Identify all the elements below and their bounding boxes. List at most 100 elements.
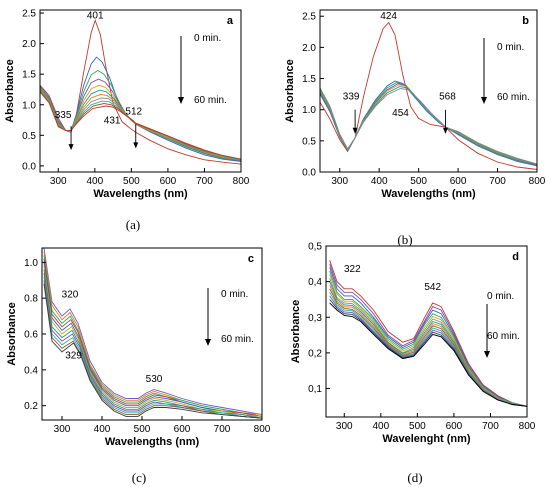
panel-letter: c bbox=[248, 253, 254, 265]
x-tick-label: 600 bbox=[450, 176, 467, 187]
x-tick-label: 600 bbox=[446, 421, 463, 432]
x-tick-label: 700 bbox=[214, 424, 231, 435]
x-tick-label: 500 bbox=[409, 421, 426, 432]
x-tick-label: 400 bbox=[94, 424, 111, 435]
time-arrow-head bbox=[178, 97, 184, 104]
x-tick-label: 400 bbox=[372, 421, 389, 432]
panel-caption: (a) bbox=[126, 217, 140, 232]
y-tick-label: 0.5 bbox=[302, 136, 316, 147]
series-line bbox=[329, 288, 528, 407]
series-line bbox=[43, 269, 263, 419]
annotation-arrow-head bbox=[352, 127, 358, 134]
plot-frame bbox=[39, 9, 242, 173]
y-tick-label: 2.5 bbox=[302, 12, 316, 23]
panel-letter: d bbox=[512, 251, 519, 263]
series-line bbox=[329, 302, 528, 407]
series-line bbox=[329, 285, 528, 407]
series-line bbox=[329, 274, 528, 407]
x-axis-label: Wavelenght (nm) bbox=[382, 433, 471, 445]
plot-frame bbox=[319, 9, 538, 173]
time-label-start: 0 min. bbox=[194, 33, 221, 44]
peak-annotation: 568 bbox=[439, 92, 456, 103]
x-axis-label: Wavelengths (nm) bbox=[381, 188, 476, 200]
x-tick-label: 800 bbox=[519, 421, 536, 432]
series-line bbox=[329, 299, 528, 407]
annotation-arrow-head bbox=[133, 142, 139, 149]
x-tick-label: 500 bbox=[134, 424, 151, 435]
x-tick-label: 600 bbox=[174, 424, 191, 435]
panel-caption: (c) bbox=[132, 470, 146, 485]
y-tick-label: 0.6 bbox=[24, 330, 38, 341]
x-tick-label: 600 bbox=[160, 176, 177, 187]
annotation-arrow-head bbox=[442, 127, 448, 134]
x-tick-label: 700 bbox=[196, 176, 213, 187]
chart-panel-c: 300 400 500 600 700 800 0.2 0.4 0.6 0.8 1.0 Wavelen… bbox=[6, 247, 271, 485]
time-label-end: 60 min. bbox=[221, 334, 254, 345]
series-line bbox=[319, 87, 538, 165]
y-tick-label: 1.0 bbox=[302, 105, 316, 116]
y-tick-label: 0,3 bbox=[308, 313, 322, 324]
x-tick-label: 800 bbox=[254, 424, 271, 435]
series-line bbox=[329, 267, 528, 407]
time-label-end: 60 min. bbox=[497, 92, 530, 103]
series-line bbox=[43, 247, 263, 416]
x-axis-label: Wavelengths (nm) bbox=[105, 436, 200, 448]
y-tick-label: 0.4 bbox=[24, 365, 38, 376]
x-tick-label: 800 bbox=[233, 176, 250, 187]
panel-letter: a bbox=[227, 15, 234, 27]
x-axis-label: Wavelengths (nm) bbox=[93, 188, 188, 200]
chart-panel-d: 300 400 500 600 700 800 0,1 0,2 0,3 0,4 0,5 Wavelen… bbox=[290, 242, 536, 486]
peak-annotation: 542 bbox=[424, 282, 441, 293]
chart-panel-a: 300 400 500 600 700 800 0.0 0.5 1.0 1.5 2.0 2.5 Wave… bbox=[4, 9, 250, 232]
x-tick-label: 700 bbox=[489, 176, 506, 187]
peak-annotation: 431 bbox=[104, 116, 121, 127]
x-tick-label: 700 bbox=[482, 421, 499, 432]
y-tick-label: 1.5 bbox=[302, 74, 316, 85]
peak-annotation: 454 bbox=[392, 108, 409, 119]
panel-letter: b bbox=[522, 15, 529, 27]
peak-annotation: 322 bbox=[344, 264, 361, 275]
series-line bbox=[329, 260, 528, 407]
time-arrow-head bbox=[484, 351, 490, 358]
y-tick-label: 0.2 bbox=[24, 401, 38, 412]
time-arrow-head bbox=[481, 97, 487, 104]
y-tick-label: 0,5 bbox=[308, 242, 322, 253]
y-tick-label: 1.0 bbox=[22, 100, 36, 111]
y-axis-label: Absorbance bbox=[284, 59, 296, 123]
time-label-start: 0 min. bbox=[221, 289, 248, 300]
y-axis-label: Absorbance bbox=[290, 300, 302, 364]
y-tick-label: 0,2 bbox=[308, 348, 322, 359]
x-tick-label: 500 bbox=[410, 176, 427, 187]
series-line bbox=[43, 262, 263, 417]
x-tick-label: 500 bbox=[123, 176, 140, 187]
y-tick-label: 1.5 bbox=[22, 70, 36, 81]
y-tick-label: 2.5 bbox=[22, 9, 36, 20]
peak-annotation: 530 bbox=[146, 374, 163, 385]
plot-frame bbox=[325, 245, 528, 418]
x-tick-label: 300 bbox=[336, 421, 353, 432]
x-tick-label: 800 bbox=[529, 176, 546, 187]
y-tick-label: 1.0 bbox=[24, 258, 38, 269]
peak-annotation: 512 bbox=[125, 106, 142, 117]
y-axis-label: Absorbance bbox=[4, 59, 16, 123]
x-tick-label: 400 bbox=[371, 176, 388, 187]
time-label-end: 60 min. bbox=[194, 95, 227, 106]
y-tick-label: 0.0 bbox=[302, 168, 316, 179]
y-tick-label: 0.5 bbox=[22, 131, 36, 142]
panel-caption: (d) bbox=[407, 470, 422, 485]
annotation-arrow-head bbox=[68, 144, 74, 151]
series-line bbox=[43, 280, 263, 419]
series-line bbox=[329, 263, 528, 407]
series-line bbox=[39, 19, 242, 165]
peak-annotation: 320 bbox=[62, 289, 79, 300]
panel-caption: (b) bbox=[397, 232, 412, 247]
x-tick-label: 300 bbox=[54, 424, 71, 435]
peak-annotation: 401 bbox=[87, 10, 104, 21]
y-tick-label: 0,1 bbox=[308, 384, 322, 395]
y-tick-label: 0.8 bbox=[24, 294, 38, 305]
time-arrow-head bbox=[205, 339, 211, 346]
time-label-end: 60 min. bbox=[487, 331, 520, 342]
chart-panel-b: 300 400 500 600 700 800 0.0 0.5 1.0 1.5 2.0 2.5 Wave… bbox=[284, 9, 546, 247]
peak-annotation: 424 bbox=[380, 11, 397, 22]
x-tick-label: 300 bbox=[50, 176, 67, 187]
